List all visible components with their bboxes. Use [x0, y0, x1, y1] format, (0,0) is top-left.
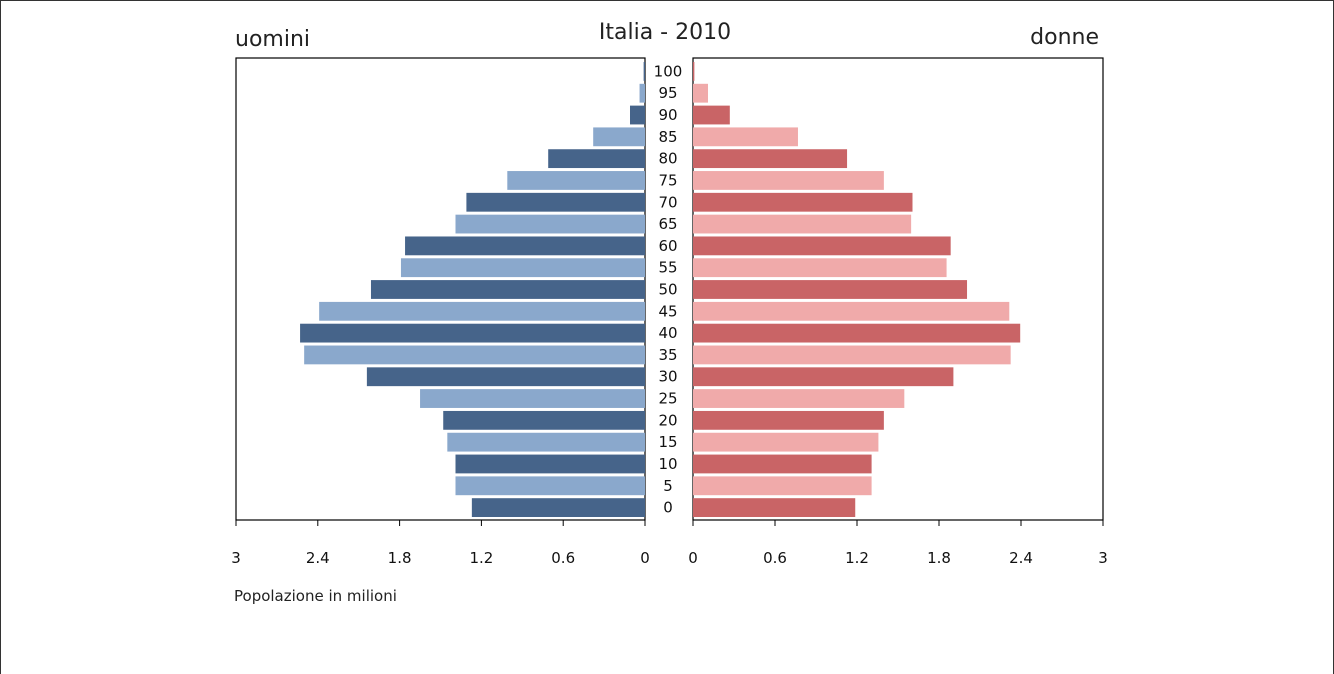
age-label: 95 [658, 84, 677, 102]
age-label: 100 [654, 62, 683, 80]
bar-male-age-100 [643, 62, 645, 81]
age-label: 25 [658, 390, 677, 408]
bar-male-age-40 [300, 323, 645, 343]
x-tick-label-right: 3 [1098, 549, 1108, 567]
x-tick-label-right: 0.6 [763, 549, 787, 567]
age-label: 10 [658, 455, 677, 473]
bar-male-age-80 [548, 149, 645, 169]
x-axis-label: Popolazione in milioni [234, 587, 397, 605]
x-tick-label-right: 1.2 [845, 549, 869, 567]
bar-male-age-25 [420, 389, 645, 408]
x-tick-label-left: 1.2 [469, 549, 493, 567]
age-label: 60 [658, 237, 677, 255]
bar-male-age-30 [366, 367, 645, 387]
bar-male-age-70 [466, 192, 645, 212]
x-tick-label-right: 1.8 [927, 549, 951, 567]
age-label: 85 [658, 128, 677, 146]
age-label: 30 [658, 368, 677, 386]
age-label: 90 [658, 106, 677, 124]
bar-female-age-100 [693, 62, 695, 81]
x-tick-label-left: 0.6 [551, 549, 575, 567]
bar-female-age-90 [693, 105, 730, 125]
bar-male-age-55 [400, 258, 645, 278]
bar-male-age-90 [630, 105, 645, 125]
age-label: 35 [658, 346, 677, 364]
age-label: 75 [658, 171, 677, 189]
bar-female-age-35 [693, 345, 1011, 365]
x-tick-label-left: 3 [231, 549, 241, 567]
age-label: 20 [658, 411, 677, 429]
age-label: 50 [658, 281, 677, 299]
bar-female-age-10 [693, 454, 872, 474]
bar-male-age-85 [593, 127, 645, 147]
bar-female-age-55 [693, 258, 947, 278]
bar-male-age-50 [370, 280, 645, 299]
bar-male-age-10 [455, 454, 645, 474]
bar-male-age-20 [443, 410, 645, 430]
age-label: 80 [658, 150, 677, 168]
bar-female-age-30 [693, 367, 954, 387]
bar-female-age-80 [693, 149, 848, 169]
bar-female-age-70 [693, 192, 913, 212]
age-label: 0 [663, 499, 673, 517]
age-label: 15 [658, 433, 677, 451]
x-tick-label-left: 2.4 [306, 549, 330, 567]
bar-male-age-15 [447, 432, 645, 452]
bar-female-age-25 [693, 389, 905, 408]
bar-female-age-40 [693, 323, 1021, 343]
x-tick-label-right: 0 [688, 549, 698, 567]
bar-male-age-45 [319, 301, 645, 321]
age-label: 65 [658, 215, 677, 233]
bar-male-age-35 [304, 345, 645, 365]
bar-male-age-0 [471, 498, 645, 517]
bar-female-age-60 [693, 236, 951, 256]
right-panel-label: donne [1030, 25, 1099, 50]
x-tick-label-left: 1.8 [388, 549, 412, 567]
bar-female-age-0 [693, 498, 856, 517]
age-label: 55 [658, 259, 677, 277]
x-tick-label-right: 2.4 [1009, 549, 1033, 567]
age-label: 40 [658, 324, 677, 342]
bar-female-age-45 [693, 301, 1010, 321]
x-tick-label-left: 0 [640, 549, 650, 567]
bar-female-age-75 [693, 171, 884, 190]
left-panel-label: uomini [235, 27, 310, 52]
bar-male-age-95 [639, 83, 645, 103]
bar-female-age-50 [693, 280, 968, 299]
bar-male-age-5 [455, 476, 645, 496]
bar-male-age-75 [507, 171, 645, 190]
bar-male-age-60 [405, 236, 645, 256]
bar-female-age-65 [693, 214, 912, 234]
bar-female-age-85 [693, 127, 798, 147]
age-label: 70 [658, 193, 677, 211]
bar-male-age-65 [455, 214, 645, 234]
bar-female-age-20 [693, 410, 884, 430]
chart-title: Italia - 2010 [599, 20, 731, 45]
plot-area: 1009590858075706560555045403530252015105… [231, 57, 1108, 567]
bar-female-age-15 [693, 432, 879, 452]
bar-female-age-95 [693, 83, 708, 103]
age-label: 5 [663, 477, 673, 495]
age-label: 45 [658, 302, 677, 320]
bar-female-age-5 [693, 476, 872, 496]
